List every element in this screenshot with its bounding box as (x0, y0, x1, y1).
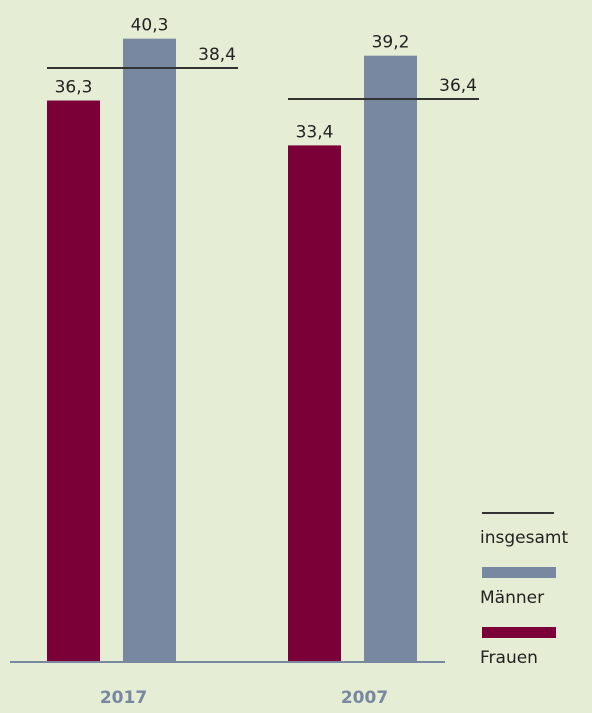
data-label: 38,4 (198, 45, 236, 65)
legend-label: Männer (480, 588, 544, 608)
x-tick-label: 2007 (341, 688, 388, 708)
data-label: 39,2 (372, 33, 410, 53)
legend-label: Frauen (480, 648, 538, 668)
bar (364, 55, 417, 662)
bar (288, 145, 341, 662)
bar (123, 38, 176, 663)
data-label: 40,3 (131, 16, 169, 36)
x-tick-label: 2017 (100, 688, 147, 708)
data-label: 33,4 (296, 122, 334, 142)
legend-swatch (482, 567, 556, 578)
legend-swatch (482, 627, 556, 638)
legend-label: insgesamt (480, 528, 568, 548)
data-label: 36,4 (439, 76, 477, 96)
data-label: 36,3 (55, 78, 93, 98)
bar (47, 100, 100, 663)
